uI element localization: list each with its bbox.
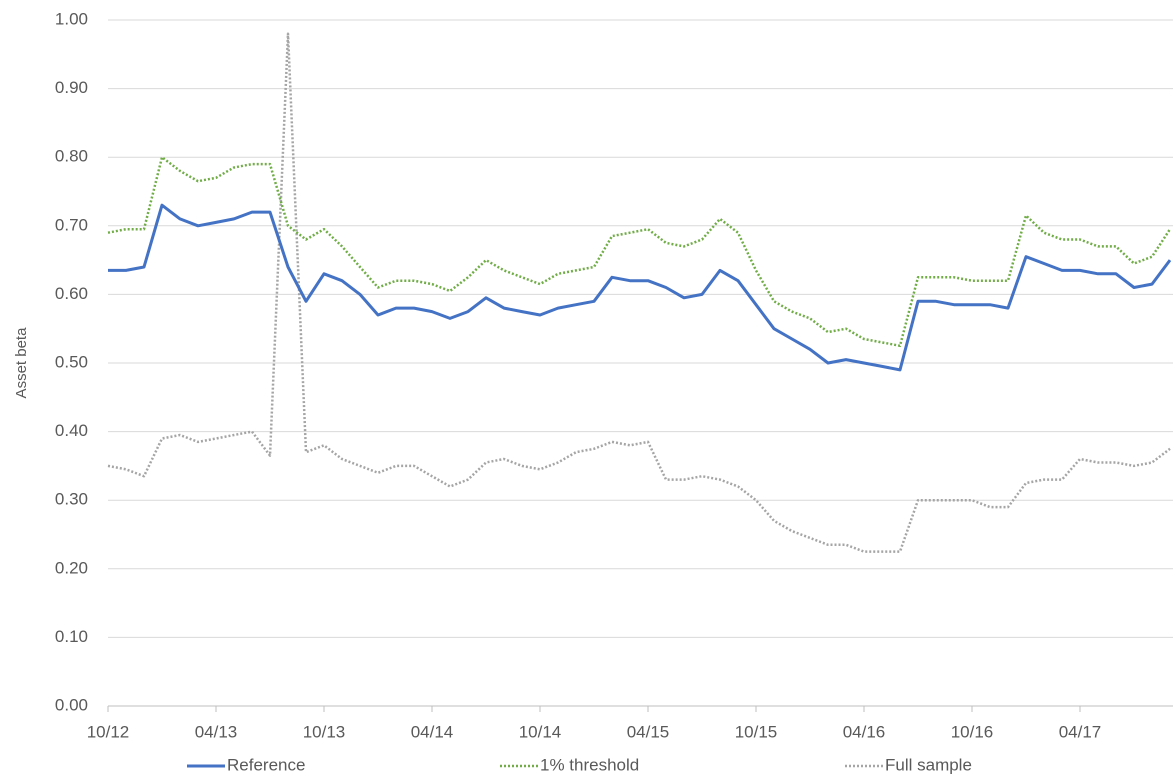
y-tick-label: 0.80: [55, 147, 88, 166]
series-line: [107, 155, 1172, 348]
x-tick-label: 04/15: [627, 722, 670, 741]
legend-label: 1% threshold: [540, 755, 639, 774]
y-tick-label: 0.90: [55, 78, 88, 97]
x-tick-label: 04/13: [195, 722, 238, 741]
x-tick-label: 10/14: [519, 722, 562, 741]
series-line: [108, 203, 1172, 372]
legend-label: Full sample: [885, 755, 972, 774]
y-tick-label: 1.00: [55, 9, 88, 28]
x-tick-label: 10/13: [303, 722, 346, 741]
x-tick-label: 10/15: [735, 722, 778, 741]
x-tick-label: 10/16: [951, 722, 994, 741]
y-tick-label: 0.60: [55, 284, 88, 303]
y-axis-label: Asset beta: [13, 327, 30, 399]
x-tick-label: 04/16: [843, 722, 886, 741]
y-tick-label: 0.20: [55, 558, 88, 577]
y-tick-label: 0.70: [55, 215, 88, 234]
series-line: [107, 32, 1171, 553]
y-tick-label: 0.10: [55, 627, 88, 646]
x-tick-label: 04/17: [1059, 722, 1102, 741]
x-tick-label: 04/14: [411, 722, 454, 741]
y-tick-label: 0.50: [55, 352, 88, 371]
y-tick-label: 0.00: [55, 695, 88, 714]
y-tick-label: 0.40: [55, 421, 88, 440]
y-tick-label: 0.30: [55, 490, 88, 509]
x-tick-label: 10/12: [87, 722, 130, 741]
legend-label: Reference: [227, 755, 305, 774]
